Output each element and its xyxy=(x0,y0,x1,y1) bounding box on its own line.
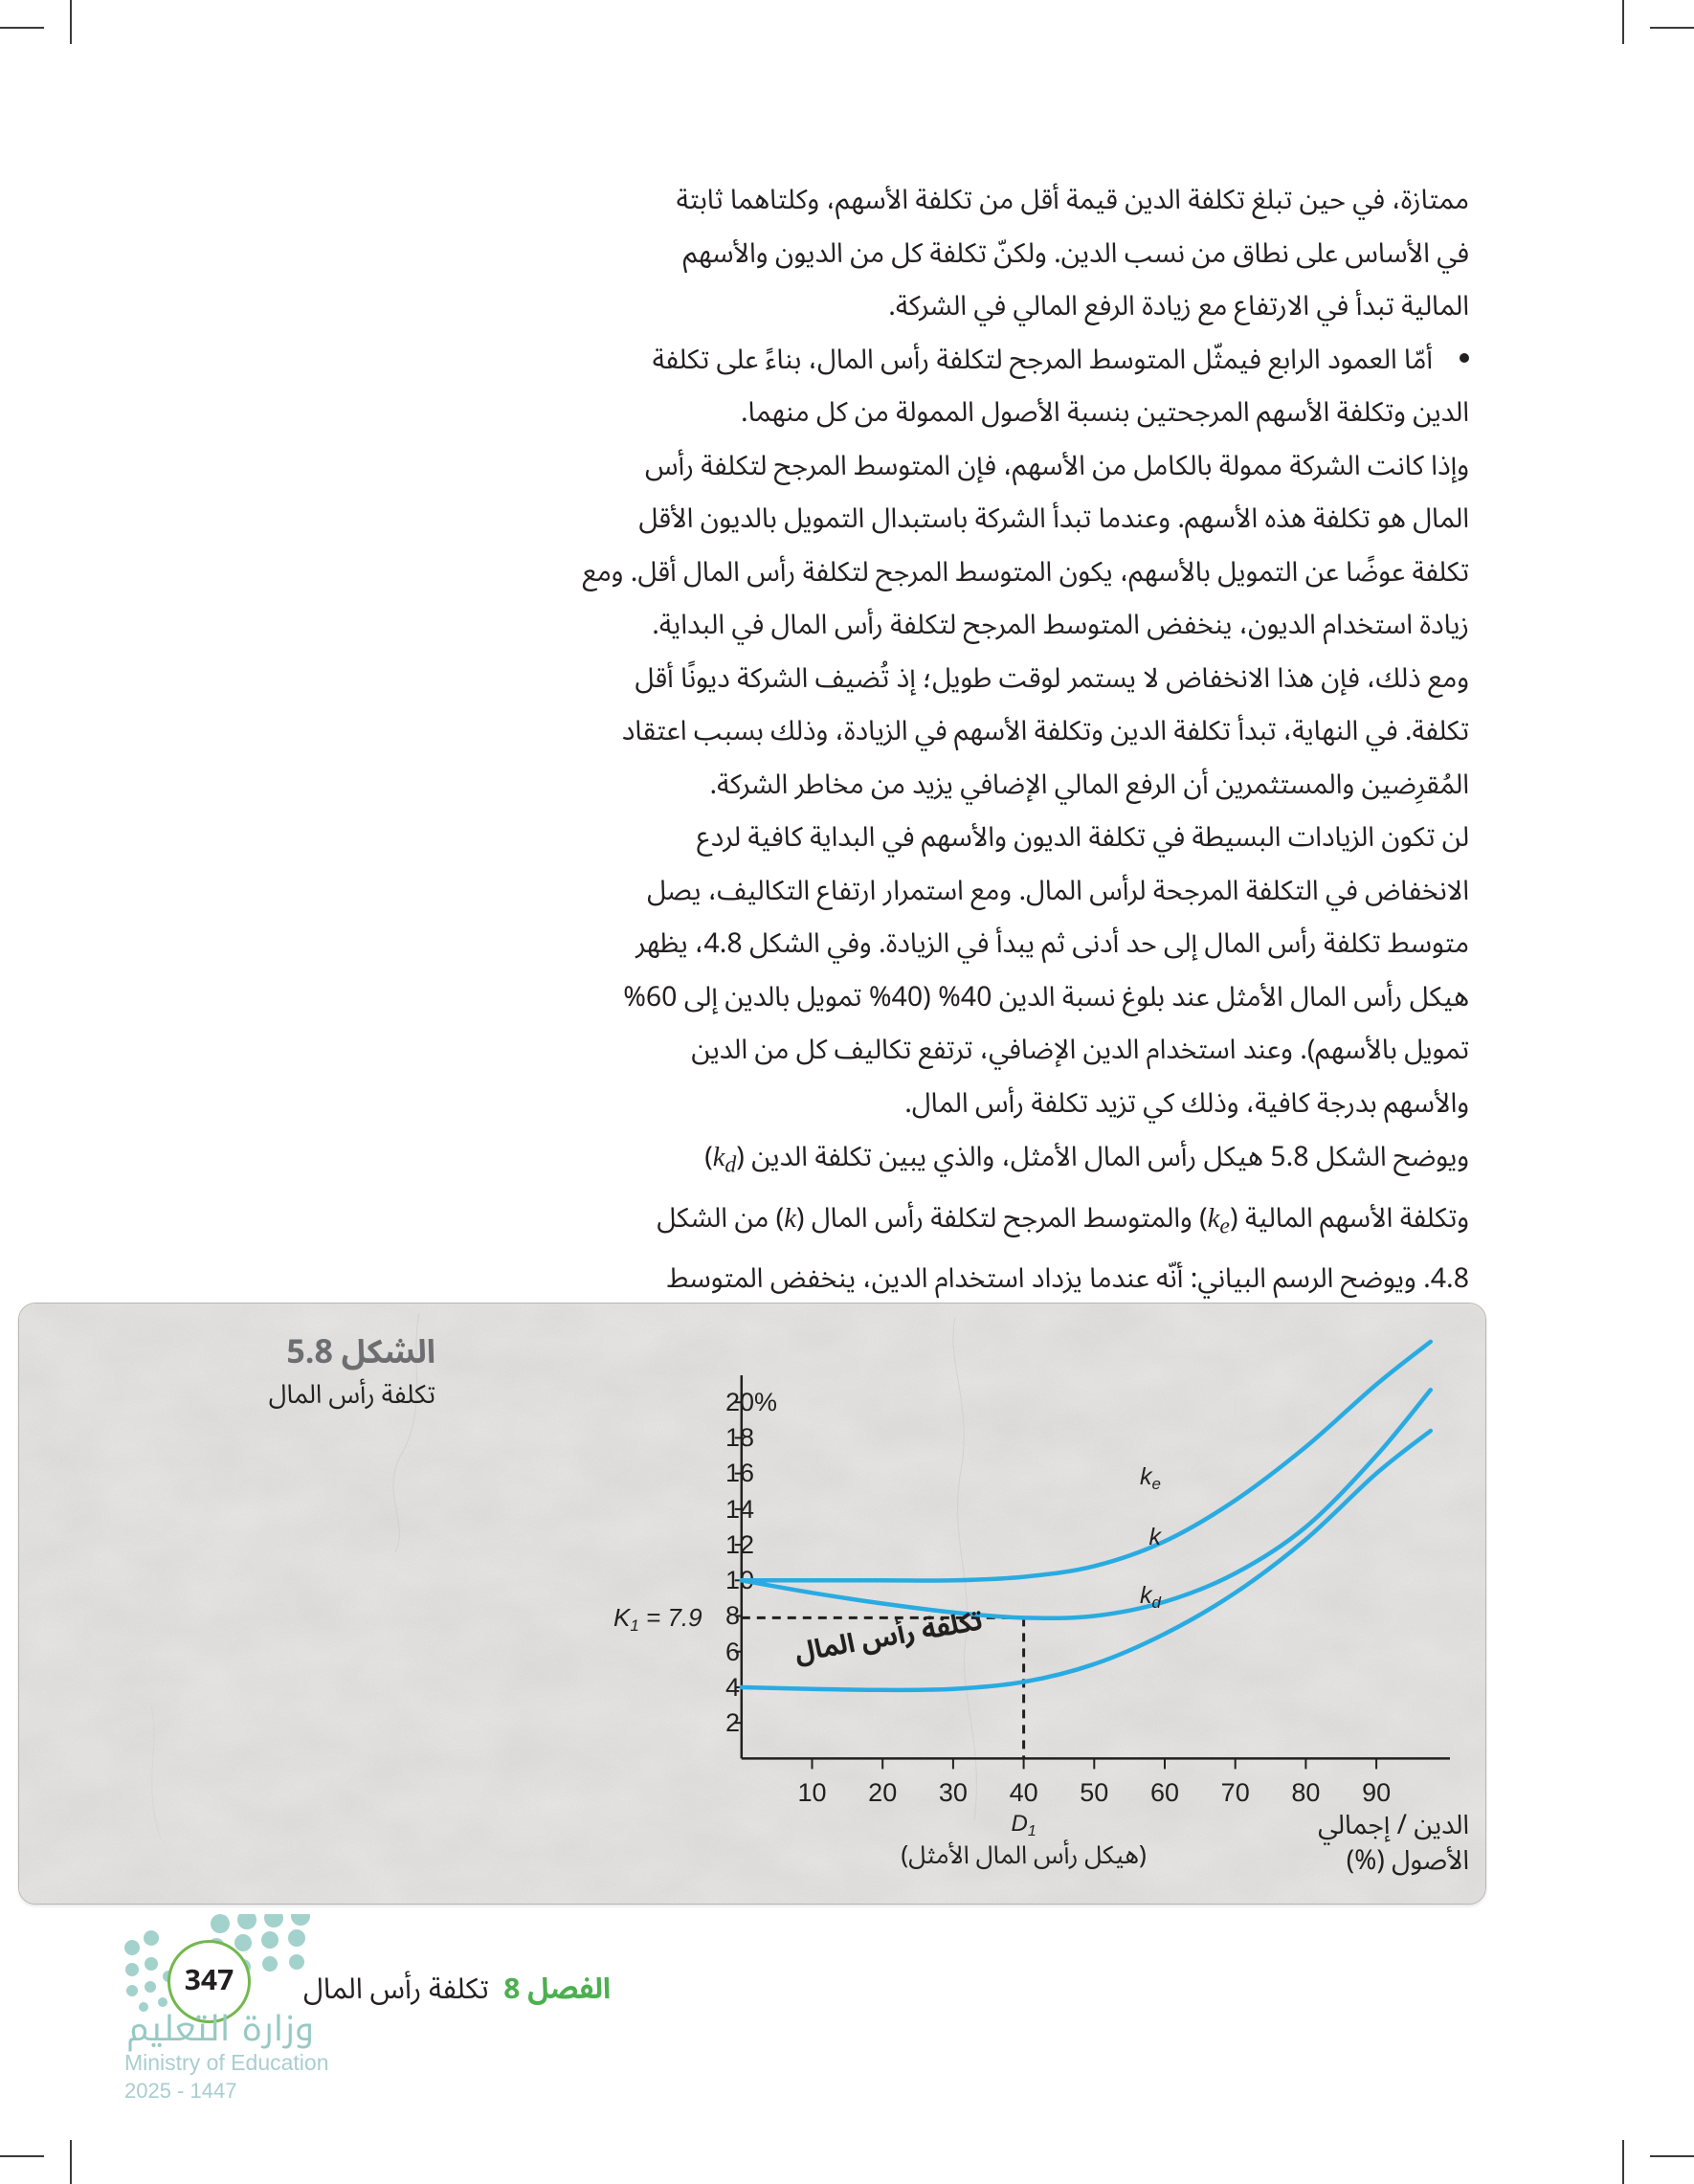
svg-text:50: 50 xyxy=(1080,1778,1108,1807)
svg-text:K1 = 7.9: K1 = 7.9 xyxy=(613,1603,702,1635)
svg-text:k: k xyxy=(1149,1524,1163,1550)
svg-text:2: 2 xyxy=(725,1708,740,1737)
svg-text:الأصول (%): الأصول (%) xyxy=(1347,1833,1469,1889)
svg-text:6: 6 xyxy=(725,1638,740,1666)
svg-text:20%: 20% xyxy=(725,1388,777,1416)
svg-text:16: 16 xyxy=(725,1459,754,1487)
svg-text:14: 14 xyxy=(725,1495,754,1524)
svg-text:4: 4 xyxy=(725,1673,740,1702)
svg-text:12: 12 xyxy=(725,1530,754,1559)
svg-text:40: 40 xyxy=(1010,1778,1038,1807)
svg-text:10: 10 xyxy=(797,1778,826,1807)
svg-text:60: 60 xyxy=(1150,1778,1179,1807)
svg-text:وزارة التعليم: وزارة التعليم xyxy=(126,2002,314,2055)
svg-text:(هيكل رأس المال الأمثل): (هيكل رأس المال الأمثل) xyxy=(901,1830,1146,1883)
svg-text:30: 30 xyxy=(939,1778,968,1807)
svg-text:18: 18 xyxy=(725,1423,754,1452)
svg-text:تكلفة رأس المال: تكلفة رأس المال xyxy=(269,1368,435,1422)
svg-text:20: 20 xyxy=(868,1778,897,1807)
svg-text:80: 80 xyxy=(1291,1778,1320,1807)
svg-text:8: 8 xyxy=(725,1601,740,1630)
svg-text:70: 70 xyxy=(1221,1778,1250,1807)
